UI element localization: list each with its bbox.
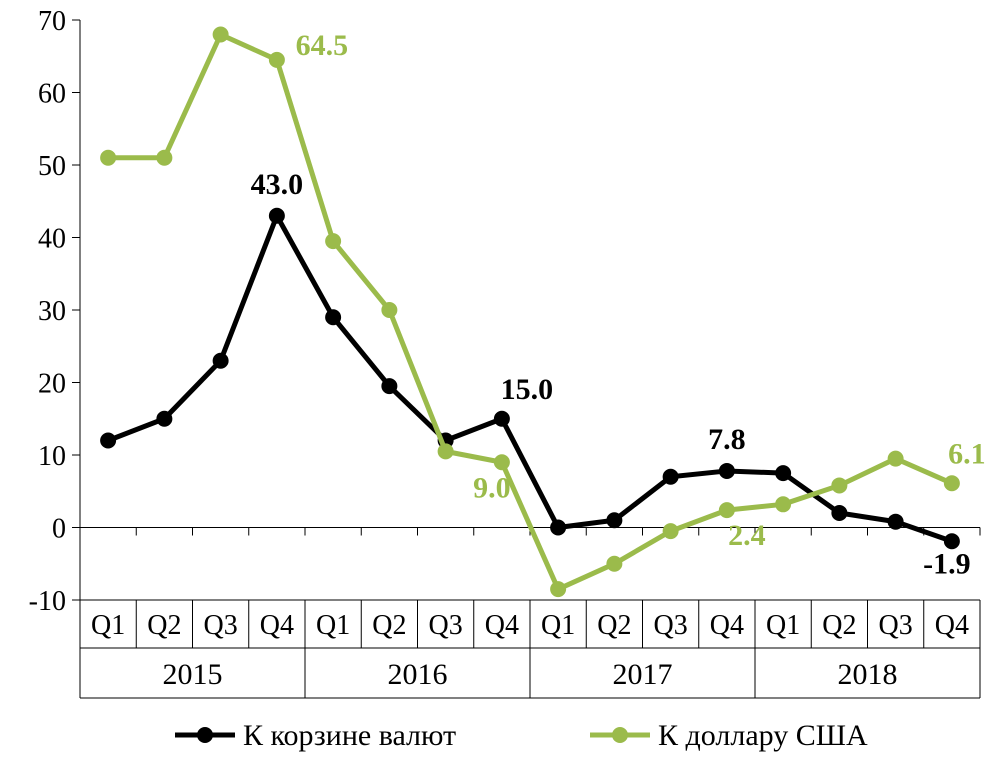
marker-usd — [607, 557, 621, 571]
chart-container: -10 0 10 20 30 40 50 60 70 Q1 Q2 Q3 Q4 Q1 Q2 Q3 Q4 Q1 Q2 Q3… — [0, 0, 1002, 762]
x-quarter-label: Q3 — [879, 610, 913, 641]
marker-usd — [101, 151, 115, 165]
x-quarter-label: Q1 — [91, 610, 125, 641]
x-quarter-label: Q1 — [541, 610, 575, 641]
marker-usd — [776, 497, 790, 511]
x-quarter-label: Q3 — [204, 610, 238, 641]
legend-label-usd: К доллару США — [658, 719, 868, 752]
data-label: -1.9 — [923, 547, 971, 580]
marker-basket — [607, 513, 621, 527]
y-tick-label: 20 — [38, 369, 66, 400]
y-tick-label: -10 — [29, 586, 66, 617]
legend-marker-basket — [197, 727, 213, 743]
marker-basket — [101, 434, 115, 448]
x-year-label: 2017 — [613, 658, 673, 691]
x-quarter-label: Q2 — [597, 610, 631, 641]
y-tick-label: 50 — [38, 151, 66, 182]
y-tick-label: 40 — [38, 224, 66, 255]
marker-usd — [382, 303, 396, 317]
y-tick-label: 70 — [38, 6, 66, 37]
marker-usd — [270, 53, 284, 67]
marker-basket — [551, 521, 565, 535]
y-tick-label: 60 — [38, 79, 66, 110]
marker-usd — [326, 234, 340, 248]
x-quarter-label: Q2 — [147, 610, 181, 641]
marker-basket — [776, 466, 790, 480]
data-label: 9.0 — [473, 471, 511, 504]
line-chart: -10 0 10 20 30 40 50 60 70 Q1 Q2 Q3 Q4 Q1 Q2 Q3 Q4 Q1 Q2 Q3… — [0, 0, 1002, 762]
marker-basket — [495, 412, 509, 426]
marker-usd — [664, 524, 678, 538]
marker-basket — [270, 209, 284, 223]
data-label: 6.1 — [948, 437, 986, 470]
x-quarter-label: Q3 — [654, 610, 688, 641]
x-year-label: 2018 — [838, 658, 898, 691]
marker-basket — [832, 506, 846, 520]
marker-usd — [720, 503, 734, 517]
x-quarter-label: Q1 — [316, 610, 350, 641]
marker-basket — [720, 464, 734, 478]
x-quarter-label: Q4 — [935, 610, 969, 641]
data-label: 2.4 — [728, 519, 766, 552]
marker-usd — [945, 476, 959, 490]
x-year-label: 2016 — [388, 658, 448, 691]
x-quarter-label: Q4 — [710, 610, 744, 641]
marker-basket — [889, 515, 903, 529]
marker-usd — [889, 452, 903, 466]
marker-usd — [832, 478, 846, 492]
marker-usd — [551, 582, 565, 596]
marker-basket — [157, 412, 171, 426]
marker-basket — [664, 470, 678, 484]
y-tick-label: 30 — [38, 296, 66, 327]
x-quarter-label: Q3 — [429, 610, 463, 641]
marker-basket — [382, 379, 396, 393]
data-label: 7.8 — [708, 423, 746, 456]
marker-basket — [214, 354, 228, 368]
y-tick-label: 0 — [52, 514, 66, 545]
y-tick-label: 10 — [38, 441, 66, 472]
x-quarter-label: Q2 — [372, 610, 406, 641]
data-label: 43.0 — [251, 168, 304, 201]
data-label: 15.0 — [501, 373, 554, 406]
marker-usd — [439, 444, 453, 458]
x-quarter-label: Q4 — [260, 610, 294, 641]
marker-usd — [157, 151, 171, 165]
x-quarter-label: Q4 — [485, 610, 519, 641]
marker-usd — [214, 28, 228, 42]
marker-basket — [945, 534, 959, 548]
x-quarter-label: Q1 — [766, 610, 800, 641]
data-label: 64.5 — [296, 29, 349, 62]
marker-usd — [495, 455, 509, 469]
x-quarter-label: Q2 — [822, 610, 856, 641]
legend-label-basket: К корзине валют — [243, 719, 456, 752]
legend-marker-usd — [612, 727, 628, 743]
marker-basket — [326, 310, 340, 324]
x-year-label: 2015 — [163, 658, 223, 691]
